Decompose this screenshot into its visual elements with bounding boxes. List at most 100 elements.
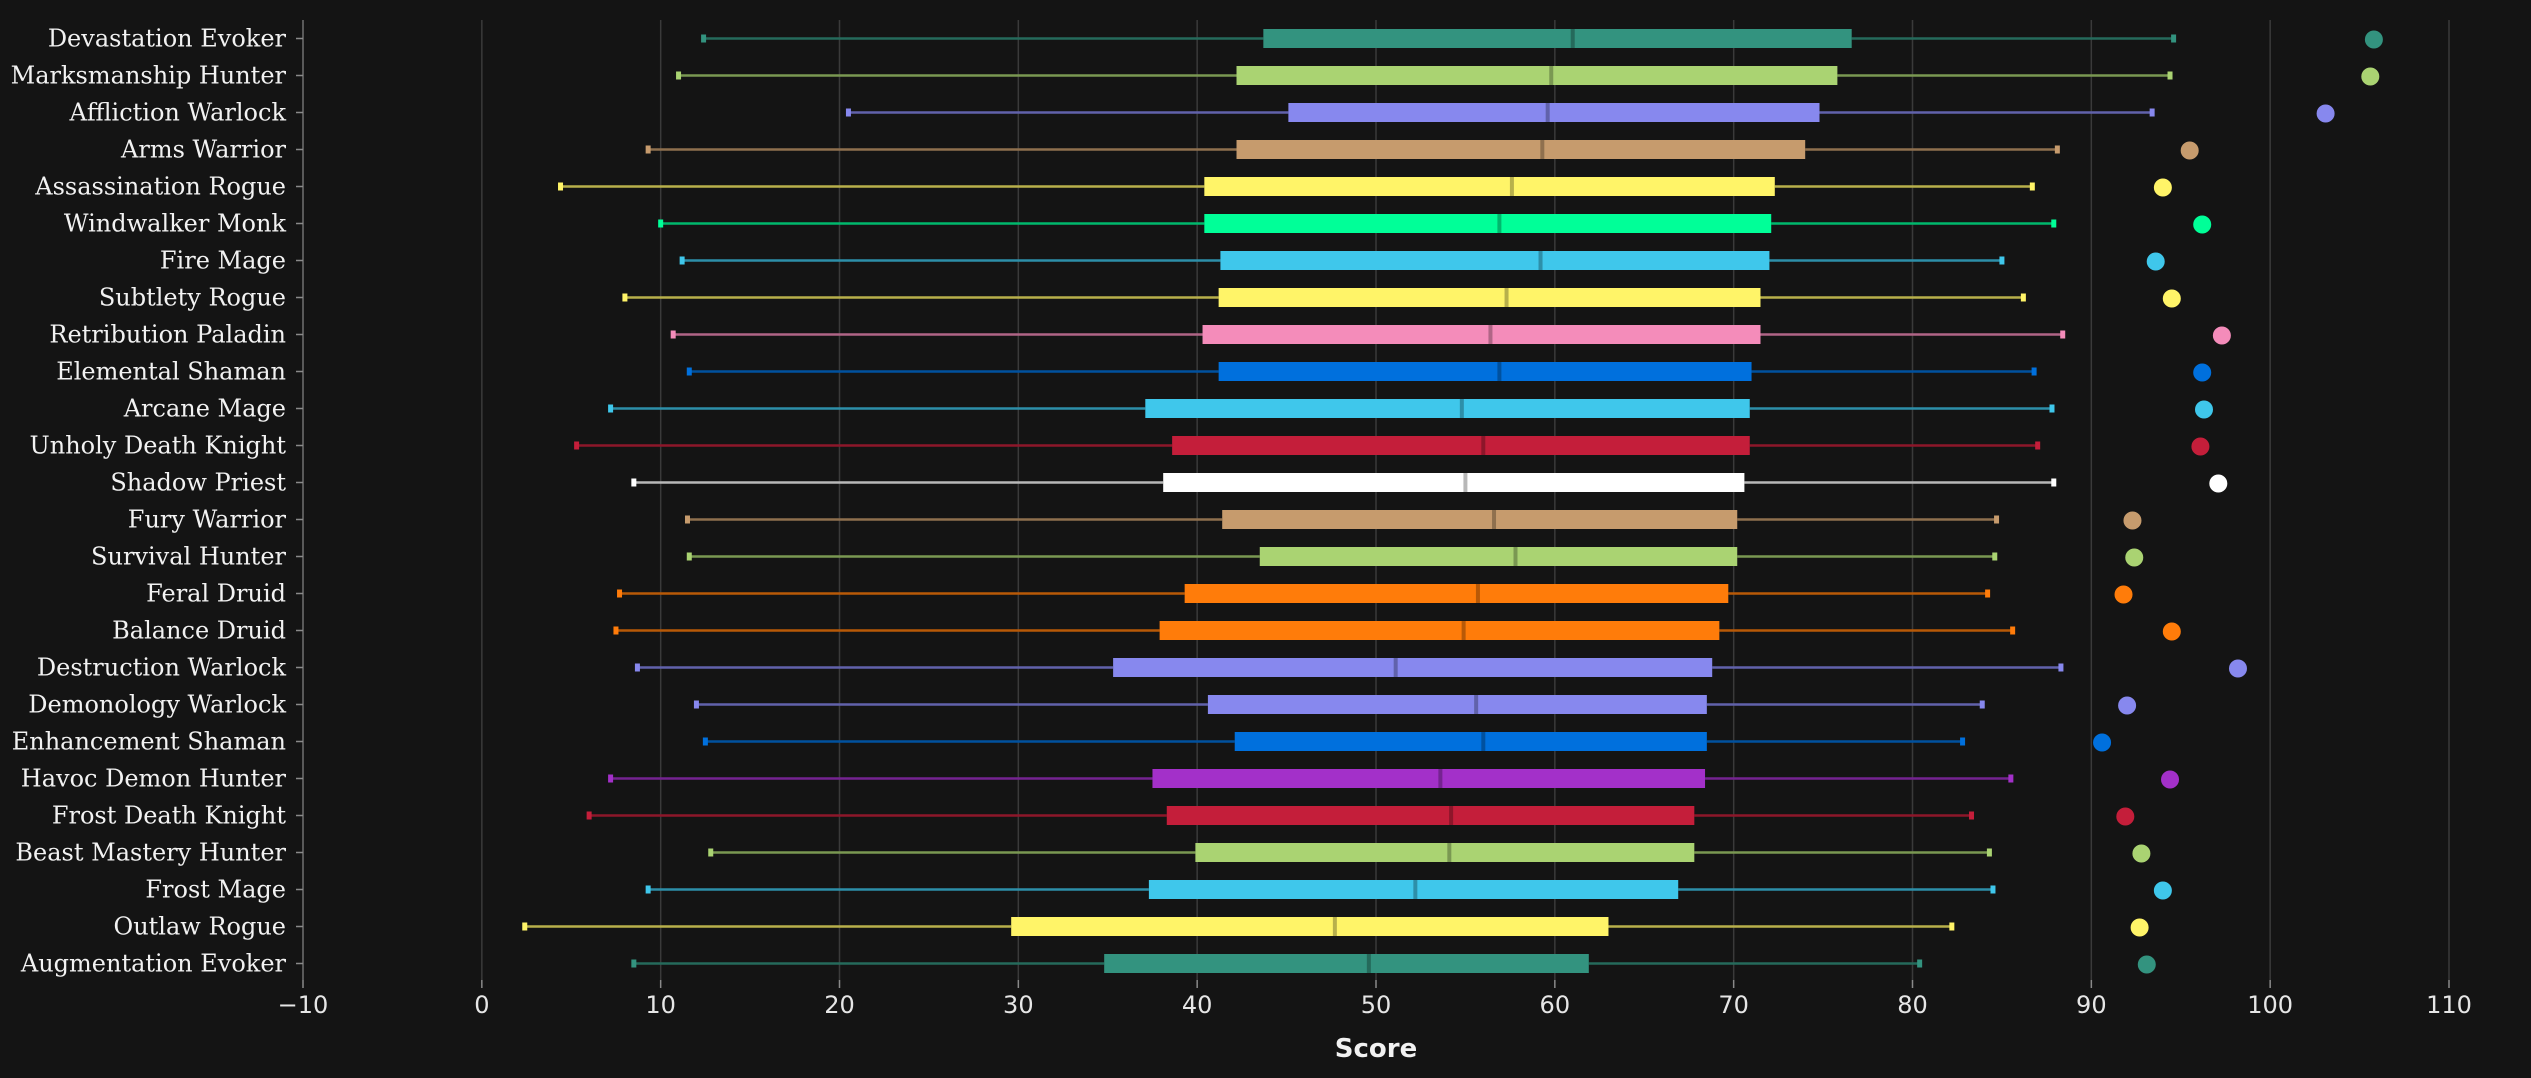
box-row — [686, 362, 2212, 382]
top-score-dot — [2180, 141, 2199, 160]
whisker-cap-min — [631, 959, 637, 968]
spec-label: Havoc Demon Hunter — [21, 765, 287, 793]
iqr-box — [1236, 66, 1838, 85]
spec-label: Outlaw Rogue — [114, 913, 286, 941]
whisker-cap-max — [1986, 848, 1992, 857]
whisker-cap-min — [845, 108, 851, 117]
whisker-cap-max — [2167, 71, 2173, 80]
whisker-cap-max — [1985, 589, 1991, 598]
whisker-cap-min — [693, 700, 699, 709]
top-score-dot — [2361, 67, 2380, 86]
box-row — [558, 177, 2172, 197]
grid-layer — [302, 20, 2450, 980]
top-score-dot — [2132, 844, 2151, 863]
spec-label: Marksmanship Hunter — [11, 62, 287, 90]
box-row — [658, 214, 2212, 234]
box-row — [670, 325, 2231, 345]
whisker-cap-max — [2049, 404, 2055, 413]
top-score-dot — [2364, 30, 2383, 49]
whisker-cap-min — [634, 663, 640, 672]
whisker-cap-max — [1990, 885, 1996, 894]
spec-label: Feral Druid — [146, 580, 286, 608]
whisker-cap-max — [2031, 367, 2037, 376]
box-row — [676, 66, 2380, 86]
iqr-box — [1236, 140, 1806, 159]
spec-label: Enhancement Shaman — [12, 728, 286, 756]
box-row — [701, 29, 2383, 49]
iqr-box — [1218, 362, 1752, 381]
box-row — [617, 584, 2133, 604]
top-score-dot — [2162, 622, 2181, 641]
spec-label: Frost Death Knight — [52, 802, 287, 830]
whisker-cap-max — [2008, 774, 2014, 783]
spec-label: Survival Hunter — [91, 543, 286, 571]
box-row — [574, 436, 2210, 456]
top-score-dot — [2153, 881, 2172, 900]
whisker-cap-max — [1960, 737, 1966, 746]
iqr-box — [1263, 29, 1852, 48]
x-tick-label: 30 — [1003, 991, 1034, 1019]
box-layer — [522, 29, 2383, 974]
top-score-dot — [2193, 215, 2212, 234]
whisker-cap-min — [608, 404, 614, 413]
iqr-box — [1220, 251, 1770, 270]
box-row — [631, 954, 2156, 974]
whisker-cap-max — [1994, 515, 2000, 524]
whisker-cap-min — [558, 182, 564, 191]
spec-label: Assassination Rogue — [34, 173, 286, 201]
top-score-dot — [2228, 659, 2247, 678]
spec-label: Arcane Mage — [123, 395, 286, 423]
iqr-box — [1222, 510, 1738, 529]
box-row — [679, 251, 2165, 271]
top-score-dot — [2123, 511, 2142, 530]
iqr-box — [1011, 917, 1609, 936]
iqr-box — [1166, 806, 1695, 825]
whisker-cap-max — [1999, 256, 2005, 265]
spec-label: Affliction Warlock — [68, 99, 286, 127]
iqr-box — [1195, 843, 1695, 862]
iqr-box — [1218, 288, 1761, 307]
box-row — [522, 917, 2149, 937]
whisker-cap-min — [617, 589, 623, 598]
iqr-box — [1152, 769, 1706, 788]
whisker-cap-min — [586, 811, 592, 820]
iqr-box — [1104, 954, 1589, 973]
whisker-cap-min — [670, 330, 676, 339]
whisker-cap-max — [2035, 441, 2041, 450]
box-row — [684, 510, 2142, 530]
x-tick-label: 110 — [2426, 991, 2472, 1019]
x-tick-label: 50 — [1361, 991, 1392, 1019]
top-score-dot — [2162, 289, 2181, 308]
spec-label: Beast Mastery Hunter — [15, 839, 286, 867]
iqr-box — [1202, 325, 1761, 344]
spec-label: Devastation Evoker — [48, 25, 287, 53]
whisker-cap-max — [2171, 34, 2177, 43]
top-score-dot — [2116, 807, 2135, 826]
box-row — [702, 732, 2112, 752]
x-tick-label: 100 — [2247, 991, 2293, 1019]
spec-label: Subtlety Rogue — [99, 284, 286, 312]
whisker-cap-max — [1979, 700, 1985, 709]
whisker-cap-max — [1992, 552, 1998, 561]
x-tick-label: 90 — [2076, 991, 2107, 1019]
box-row — [608, 769, 2180, 789]
whisker-cap-max — [2029, 182, 2035, 191]
top-score-dot — [2130, 918, 2149, 937]
whisker-cap-min — [686, 552, 692, 561]
whisker-cap-min — [631, 478, 637, 487]
spec-label: Unholy Death Knight — [30, 432, 287, 460]
whisker-cap-min — [658, 219, 664, 228]
whisker-cap-min — [708, 848, 714, 857]
whisker-cap-max — [1917, 959, 1923, 968]
whisker-cap-min — [702, 737, 708, 746]
box-row — [845, 103, 2335, 123]
iqr-box — [1288, 103, 1820, 122]
x-tick-label: 40 — [1182, 991, 1213, 1019]
label-layer: Devastation Evoker Marksmanship Hunter Aff… — [11, 25, 287, 978]
top-score-dot — [2137, 955, 2156, 974]
spec-label: Arms Warrior — [120, 136, 286, 164]
spec-label: Augmentation Evoker — [20, 950, 287, 978]
x-tick-label: −10 — [278, 991, 329, 1019]
x-tick-label: 0 — [474, 991, 489, 1019]
